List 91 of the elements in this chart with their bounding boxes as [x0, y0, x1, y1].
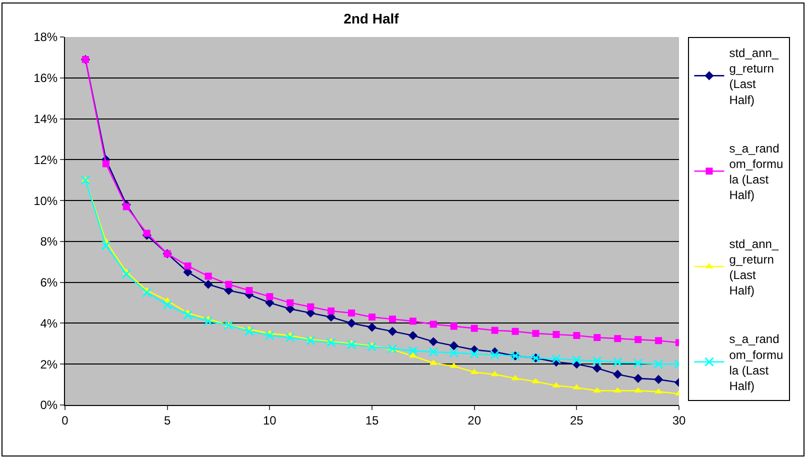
point [654, 359, 664, 369]
y-tick-label: 10% [34, 194, 58, 208]
y-tick-label: 6% [40, 276, 58, 290]
point [388, 326, 398, 336]
point [162, 300, 172, 310]
point [551, 354, 561, 364]
point [470, 368, 478, 374]
point [490, 370, 499, 376]
point [306, 336, 316, 346]
point [470, 349, 480, 359]
point [612, 357, 622, 367]
x-tick-label: 15 [365, 413, 379, 428]
x-tick-label: 30 [672, 413, 686, 428]
y-tick-label: 2% [40, 357, 58, 372]
point [572, 355, 582, 365]
point [367, 322, 377, 332]
point [204, 272, 212, 280]
point [428, 347, 438, 357]
point [491, 326, 498, 334]
point [204, 316, 214, 326]
point [328, 307, 335, 314]
x-tick-label: 10 [262, 413, 277, 428]
point [368, 314, 376, 321]
point [346, 318, 356, 328]
point [532, 378, 540, 384]
point [326, 338, 336, 348]
point [122, 203, 130, 210]
y-tick-label: 18% [34, 30, 58, 44]
point [80, 175, 90, 185]
x-tick-label: 20 [468, 413, 482, 428]
point [655, 337, 662, 344]
point [592, 356, 602, 366]
point [470, 324, 478, 332]
legend-label: s_a_random_formula (Last Half) [729, 141, 784, 202]
x-tick-label: 5 [164, 413, 171, 428]
legend-label: std_ann_g_return (Last Half) [729, 236, 779, 298]
point [573, 332, 580, 339]
point [512, 328, 519, 335]
y-tick-label: 8% [40, 234, 58, 249]
point [614, 335, 622, 342]
point [490, 350, 500, 360]
y-tick-label: 12% [34, 152, 58, 167]
point [101, 240, 111, 250]
point [449, 348, 459, 358]
point [592, 364, 602, 373]
point [102, 160, 110, 168]
point [511, 374, 520, 380]
point [430, 320, 437, 328]
point [634, 336, 642, 344]
point [346, 340, 356, 350]
point [408, 346, 418, 356]
point [408, 330, 418, 340]
point [264, 330, 274, 340]
point [367, 342, 377, 352]
point [633, 358, 643, 368]
point [143, 230, 150, 237]
legend-label: std_ann_g_return (Last Half) [729, 46, 779, 107]
y-tick-label: 0% [40, 398, 58, 412]
point [184, 262, 192, 270]
legend-label: s_a_random_formula (Last Half) [729, 332, 784, 393]
x-tick-label: 25 [570, 413, 584, 428]
point [408, 352, 417, 358]
point [225, 280, 232, 288]
point [634, 374, 643, 383]
point [204, 280, 213, 289]
point [409, 318, 416, 325]
point [246, 287, 253, 294]
chart-title: 2nd Half [344, 10, 400, 27]
y-tick-label: 4% [40, 316, 58, 330]
point [244, 326, 254, 336]
point [307, 303, 314, 310]
point [532, 330, 540, 337]
point [388, 316, 396, 323]
point [449, 341, 458, 350]
point [122, 269, 132, 279]
point [266, 293, 274, 300]
point [594, 334, 601, 342]
point [285, 332, 295, 342]
point [183, 310, 193, 320]
point [613, 370, 622, 379]
y-tick-label: 14% [34, 112, 58, 126]
y-tick-label: 16% [34, 71, 58, 86]
point [450, 322, 458, 330]
point [428, 337, 438, 346]
point [286, 299, 294, 306]
point [654, 374, 664, 384]
point [552, 330, 560, 338]
point [142, 288, 152, 298]
point [224, 320, 234, 330]
point [348, 310, 356, 316]
x-tick-label: 0 [62, 413, 69, 428]
